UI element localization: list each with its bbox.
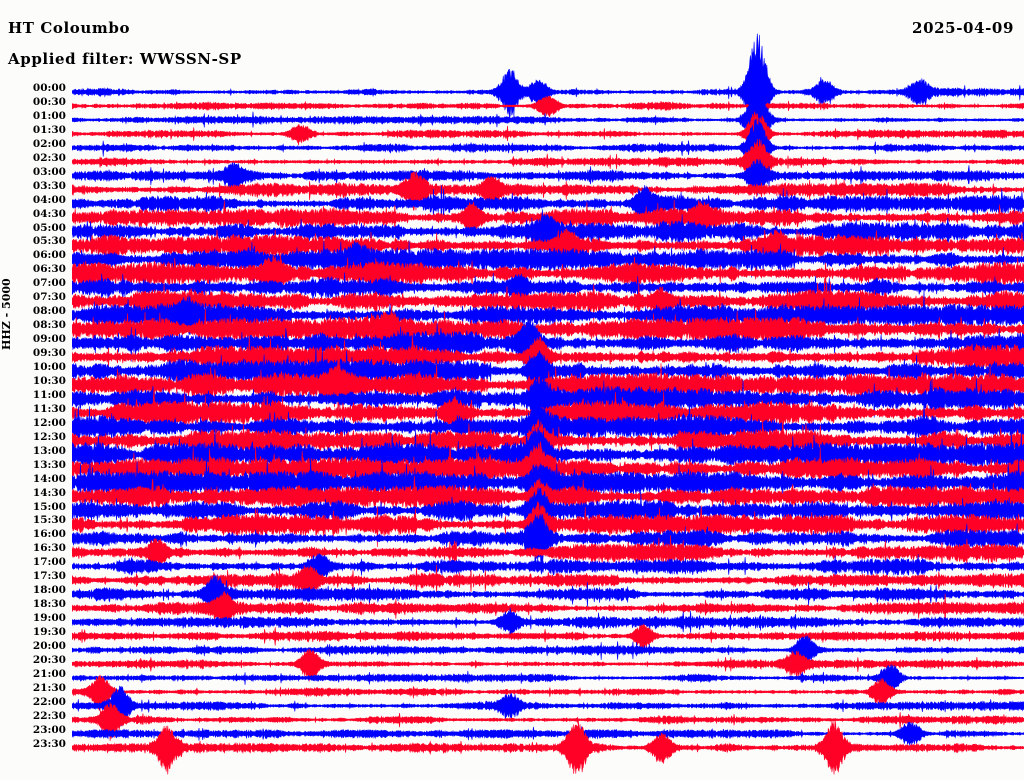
time-tick-label: 11:00	[32, 388, 66, 401]
trace-row	[72, 487, 1024, 534]
trace-row	[72, 228, 1024, 265]
trace-row	[72, 159, 1024, 196]
time-tick-label: 04:30	[32, 207, 66, 220]
trace-row	[72, 513, 1024, 567]
time-tick-label: 09:30	[32, 347, 66, 360]
time-tick-label: 20:30	[32, 653, 66, 666]
time-tick-label: 00:30	[32, 95, 66, 108]
trace-row	[72, 306, 1024, 376]
time-tick-label: 00:00	[32, 82, 66, 94]
time-tick-label: 22:30	[32, 709, 66, 722]
time-tick-label: 17:00	[32, 556, 66, 569]
trace-row	[72, 370, 1024, 430]
time-tick-label: 07:30	[32, 291, 66, 304]
trace-row	[72, 719, 1024, 775]
trace-row	[72, 345, 1024, 397]
time-tick-label: 20:00	[32, 640, 66, 652]
trace-row	[72, 33, 1024, 154]
trace-row	[72, 674, 1024, 712]
time-tick-label: 19:30	[32, 626, 66, 639]
trace-row	[72, 272, 1024, 304]
time-tick-label: 13:30	[32, 458, 66, 471]
time-tick-label: 07:00	[32, 277, 66, 290]
trace-row	[72, 721, 1024, 746]
time-tick-label: 04:00	[32, 193, 66, 206]
time-tick-label: 16:00	[32, 528, 66, 541]
trace-row	[72, 501, 1024, 549]
time-tick-label: 03:00	[32, 165, 66, 178]
time-tick-label: 18:30	[32, 598, 66, 611]
trace-row	[72, 663, 1024, 693]
time-tick-label: 17:30	[32, 570, 66, 583]
time-tick-label: 01:30	[32, 123, 66, 136]
time-tick-label: 11:30	[32, 402, 66, 415]
time-tick-label: 18:00	[32, 584, 66, 597]
trace-row	[72, 278, 1024, 328]
station-title: HT Coloumbo	[8, 19, 131, 37]
time-tick-label: 15:30	[32, 514, 66, 527]
time-tick-label: 01:00	[32, 109, 66, 122]
time-tick-label: 10:30	[32, 374, 66, 387]
trace-row	[72, 591, 1024, 627]
trace-row	[72, 95, 1024, 118]
time-tick-label: 06:30	[32, 263, 66, 276]
time-tick-label: 16:30	[32, 542, 66, 555]
trace-row	[72, 553, 1024, 581]
time-tick-label: 10:00	[32, 361, 66, 373]
time-tick-label: 02:00	[32, 137, 66, 150]
trace-row	[72, 84, 1024, 156]
trace-row	[72, 634, 1024, 668]
time-axis: 00:00 00:30 01:00 01:30 02:00 02:30 03:00 03:30…	[0, 0, 70, 780]
time-tick-label: 13:00	[32, 444, 66, 457]
time-tick-label: 08:30	[32, 319, 66, 332]
trace-row	[72, 476, 1024, 520]
trace-row	[72, 535, 1024, 571]
trace-row	[72, 648, 1024, 682]
trace-row	[72, 574, 1024, 617]
time-tick-label: 03:30	[32, 179, 66, 192]
trace-row	[72, 111, 1024, 161]
time-tick-label: 21:30	[32, 681, 66, 694]
trace-plot-area	[72, 0, 1024, 780]
time-tick-label: 19:00	[32, 612, 66, 625]
trace-row	[72, 395, 1024, 458]
time-tick-label: 15:00	[32, 500, 66, 513]
trace-row	[72, 138, 1024, 189]
time-tick-label: 12:00	[32, 416, 66, 429]
time-tick-label: 08:00	[32, 305, 66, 318]
time-tick-label: 12:30	[32, 430, 66, 443]
time-tick-label: 22:00	[32, 695, 66, 708]
trace-row	[72, 185, 1024, 223]
time-tick-label: 14:30	[32, 486, 66, 499]
trace-row	[72, 685, 1024, 727]
trace-row	[72, 345, 1024, 418]
trace-row	[72, 171, 1024, 212]
record-date: 2025-04-09	[912, 19, 1014, 37]
trace-row	[72, 240, 1024, 284]
time-tick-label: 21:00	[32, 667, 66, 680]
time-tick-label: 23:00	[32, 723, 66, 736]
trace-row	[72, 117, 1024, 182]
trace-row	[72, 702, 1024, 742]
trace-row	[72, 209, 1024, 253]
helicorder-traces	[72, 33, 1024, 775]
time-tick-label: 14:00	[32, 472, 66, 485]
applied-filter-label: Applied filter: WWSSN-SP	[8, 50, 242, 68]
time-tick-label: 05:30	[32, 235, 66, 248]
time-tick-label: 06:00	[32, 249, 66, 262]
time-tick-label: 02:30	[32, 151, 66, 164]
time-tick-label: 09:00	[32, 333, 66, 346]
trace-row	[72, 607, 1024, 638]
trace-row	[72, 623, 1024, 651]
time-tick-label: 23:30	[32, 737, 66, 750]
time-tick-label: 05:00	[32, 221, 66, 234]
trace-row	[72, 254, 1024, 294]
